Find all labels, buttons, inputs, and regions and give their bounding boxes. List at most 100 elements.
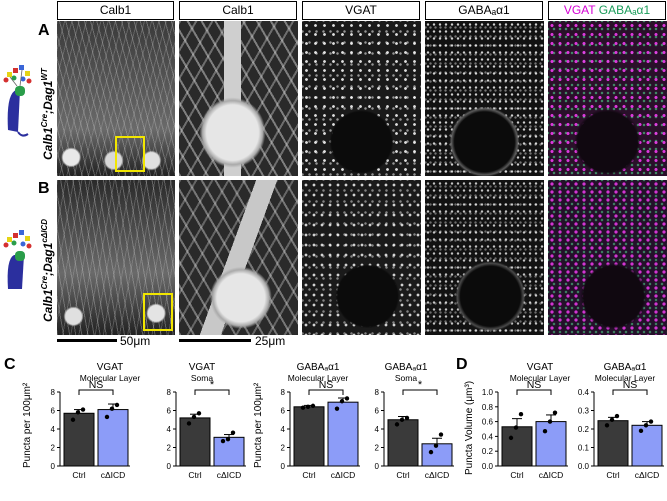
- bar-cicd: [535, 421, 567, 467]
- bar-cicd: [327, 401, 359, 467]
- y-tick-label: 0: [51, 462, 56, 471]
- y-tick-label: 6: [167, 407, 172, 416]
- micrograph-b-vgat: [302, 180, 421, 335]
- header-gabaa: GABAₐα1: [425, 1, 543, 20]
- micrograph-b-calb1-overview: [57, 180, 175, 335]
- y-tick-label: 8: [51, 388, 56, 397]
- data-point: [104, 414, 110, 420]
- panel-letter-c: C: [4, 356, 16, 373]
- data-point: [339, 399, 345, 404]
- x-tick-label: Ctrl: [302, 470, 315, 480]
- data-point: [433, 443, 439, 448]
- x-tick-label: cΔICD: [425, 470, 450, 480]
- x-tick-label: cΔICD: [635, 470, 660, 480]
- y-tick-label: 2: [167, 444, 172, 453]
- y-tick-label: 2: [375, 444, 380, 453]
- chart-d-vgat-ml: 0.0 0.2 0.4 0.6 0.8 1.0 Ctrl cΔICD NS: [482, 379, 568, 480]
- x-tick-label: Ctrl: [188, 470, 201, 480]
- data-point: [191, 414, 197, 420]
- chart-title-c3: GABAₐα1 Molecular Layer: [287, 362, 349, 383]
- data-point: [552, 410, 558, 415]
- y-tick-label: 0.2: [578, 425, 590, 434]
- y-tick-label: 0.8: [482, 403, 494, 412]
- micrograph-a-vgat: [302, 21, 421, 176]
- row-label-cicd: Calb1Cre;Dag1cΔICD: [40, 219, 55, 322]
- x-tick-label: Ctrl: [396, 470, 409, 480]
- bar-cicd: [631, 424, 663, 467]
- data-point: [638, 428, 644, 434]
- panel-letter-a: A: [38, 22, 50, 39]
- data-point: [438, 432, 444, 437]
- bar-cicd: [213, 436, 245, 467]
- scale-bar-25um: [179, 339, 251, 342]
- significance-label: NS: [319, 379, 334, 391]
- y-tick-label: 0: [167, 462, 172, 471]
- y-tick-label: 0.0: [482, 462, 494, 471]
- x-tick-label: Ctrl: [606, 470, 619, 480]
- chart-title-c4: GABAₐα1 Soma: [384, 362, 428, 383]
- y-tick-label: 4: [167, 425, 172, 434]
- chart-title-d2: GABAₐα1 Molecular Layer: [594, 362, 656, 383]
- y-tick-label: 4: [281, 425, 286, 434]
- data-point: [609, 417, 615, 422]
- bar-ctrl: [387, 419, 419, 467]
- data-point: [70, 417, 76, 422]
- ylabel-c-left: Puncta per 100μm²: [22, 382, 33, 468]
- micrograph-a-gabaa: [425, 21, 544, 176]
- y-tick-label: 8: [375, 388, 380, 397]
- roi-box: [115, 136, 145, 172]
- data-point: [643, 423, 649, 428]
- data-point: [547, 419, 553, 424]
- data-point: [399, 417, 405, 422]
- data-point: [518, 412, 524, 417]
- merge-label-vgat: VGAT: [563, 3, 596, 17]
- data-point: [648, 419, 654, 424]
- micrograph-a-merge: [548, 21, 667, 176]
- y-tick-label: 0.0: [578, 462, 590, 471]
- data-point: [230, 430, 236, 435]
- y-tick-label: 4: [375, 425, 380, 434]
- data-point: [75, 410, 81, 415]
- y-tick-label: 0.6: [482, 418, 494, 427]
- y-tick-label: 0: [281, 462, 286, 471]
- y-tick-label: 0.4: [482, 432, 494, 441]
- y-tick-label: 6: [281, 407, 286, 416]
- data-point: [305, 404, 311, 409]
- bar-ctrl: [63, 412, 95, 467]
- significance-bracket: [516, 389, 552, 395]
- significance-bracket: [612, 389, 648, 395]
- micrograph-a-calb1-zoom: [179, 21, 298, 176]
- y-tick-label: 0.3: [578, 407, 590, 416]
- x-tick-label: cΔICD: [539, 470, 564, 480]
- header-calb1-zoom: Calb1: [179, 1, 297, 20]
- y-tick-label: 0.1: [578, 444, 590, 453]
- data-point: [196, 411, 202, 416]
- chart-title-c1: VGAT Molecular Layer: [79, 362, 141, 383]
- x-tick-label: Ctrl: [72, 470, 85, 480]
- y-tick-label: 6: [375, 407, 380, 416]
- y-tick-label: 8: [281, 388, 286, 397]
- chart-title-d1: VGAT Molecular Layer: [509, 362, 571, 383]
- data-point: [80, 407, 86, 412]
- ylabel-c-right: Puncta per 100μm²: [253, 382, 264, 468]
- y-tick-label: 8: [167, 388, 172, 397]
- significance-bracket: [402, 389, 438, 395]
- significance-bracket: [308, 389, 344, 395]
- chart-c-vgat-ml: 0 2 4 6 8 Ctrl cΔICD NS: [51, 379, 130, 480]
- y-tick-label: 4: [51, 425, 56, 434]
- data-point: [109, 406, 115, 411]
- chart-c-gabaa-soma: 0 2 4 6 8 Ctrl cΔICD *: [375, 379, 454, 480]
- micrograph-a-calb1-overview: [57, 21, 175, 176]
- panel-letter-d: D: [456, 356, 468, 373]
- bar-ctrl: [501, 426, 533, 467]
- data-point: [114, 402, 120, 408]
- data-point: [300, 405, 306, 410]
- data-point: [428, 449, 434, 455]
- y-tick-label: 2: [51, 444, 56, 453]
- header-vgat: VGAT: [302, 1, 420, 20]
- data-point: [186, 421, 192, 426]
- data-point: [344, 396, 350, 401]
- roi-box: [143, 293, 173, 331]
- dag1-wt-schematic-icon: [3, 65, 32, 137]
- x-tick-label: cΔICD: [331, 470, 356, 480]
